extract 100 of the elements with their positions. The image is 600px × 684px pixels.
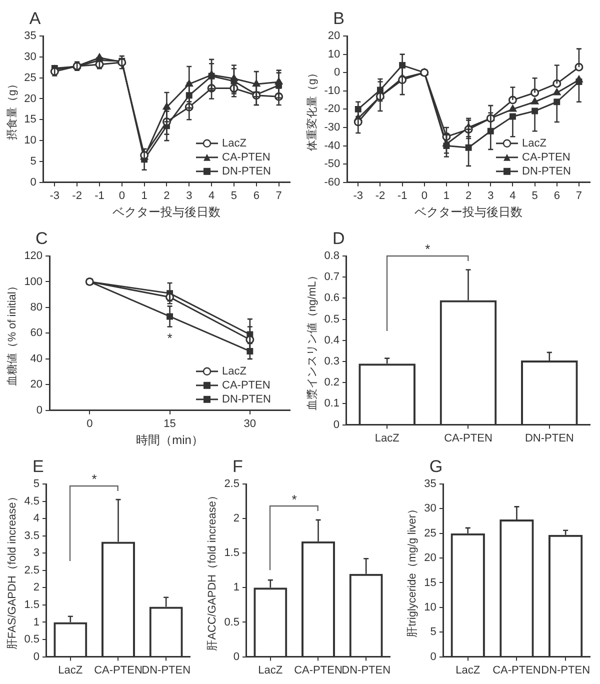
annotation: * — [167, 330, 172, 346]
x-tick-label: CA-PTEN — [492, 664, 541, 676]
y-tick-label: 5 — [430, 626, 436, 638]
y-tick-label: 5 — [30, 156, 36, 168]
y-tick-label: 3.5 — [24, 530, 40, 542]
y-tick-label: -50 — [324, 158, 340, 170]
x-tick-label: LacZ — [258, 664, 283, 676]
y-tick-label: 20 — [328, 30, 340, 42]
legend-label: LacZ — [222, 137, 247, 150]
x-tick-label: -2 — [375, 190, 386, 202]
x-tick-label: DN-PTEN — [524, 432, 574, 444]
x-tick-label: CA-PTEN — [94, 664, 142, 676]
y-tick-label: 40 — [30, 352, 43, 365]
y-tick-label: 0.1 — [324, 398, 340, 410]
y-tick-label: 4 — [33, 512, 40, 525]
y-tick-label: 30 — [24, 50, 36, 63]
x-tick-label: 2 — [465, 190, 472, 202]
y-tick-label: 10 — [424, 601, 436, 614]
y-tick-label: 0.5 — [324, 313, 340, 326]
y-tick-label: 0.5 — [224, 616, 240, 628]
y-tick-label: 80 — [30, 302, 43, 314]
y-tick-label: 35 — [24, 30, 36, 42]
x-tick-label: DN-PTEN — [342, 664, 391, 676]
y-tick-label: 2 — [233, 512, 240, 525]
y-tick-label: 4.5 — [24, 495, 40, 508]
x-tick-label: 6 — [253, 190, 260, 202]
y-tick-label: 0.4 — [324, 334, 340, 346]
y-tick-label: 120 — [24, 250, 43, 262]
legend-label: CA-PTEN — [222, 379, 270, 392]
x-tick-label: 0 — [118, 190, 125, 202]
x-tick-label: CA-PTEN — [444, 432, 492, 444]
y-tick-label: 0 — [33, 650, 40, 663]
x-tick-label: 7 — [276, 190, 282, 202]
legend-label: DN-PTEN — [522, 165, 571, 178]
y-tick-label: 2 — [33, 582, 40, 594]
y-tick-label: 20 — [30, 378, 43, 391]
x-tick-label: LacZ — [58, 664, 83, 676]
y-tick-label: 0.5 — [24, 634, 40, 646]
legend-label: CA-PTEN — [522, 151, 570, 164]
legend-label: CA-PTEN — [222, 151, 270, 164]
x-tick-label: 15 — [164, 418, 176, 430]
annotation: * — [425, 242, 430, 257]
x-tick-label: -3 — [353, 190, 364, 202]
x-tick-label: -3 — [50, 190, 60, 202]
y-tick-label: 2.5 — [224, 478, 240, 490]
x-tick-label: 1 — [141, 190, 148, 202]
x-axis-title: ベクター投与後日数 — [414, 205, 523, 220]
chart-title: B — [333, 9, 344, 28]
x-tick-label: 1 — [443, 190, 450, 202]
y-tick-label: 35 — [424, 478, 436, 490]
y-axis-title: 血糖値（% of initial） — [6, 280, 19, 386]
annotation: * — [292, 492, 297, 507]
y-tick-label: 2.5 — [24, 564, 40, 576]
y-tick-label: 0 — [334, 66, 340, 79]
y-tick-label: 100 — [24, 276, 43, 288]
annotation: * — [92, 472, 97, 487]
chart-title: D — [332, 229, 345, 248]
y-tick-label: 10 — [24, 134, 36, 147]
y-tick-label: 3 — [33, 547, 40, 560]
y-tick-label: 0 — [430, 650, 436, 663]
x-tick-label: 6 — [554, 190, 560, 202]
x-tick-label: 0 — [86, 418, 93, 430]
y-tick-label: 1.5 — [24, 598, 40, 611]
chart-title: A — [29, 9, 42, 28]
y-tick-label: 0 — [30, 176, 36, 188]
chart-title: C — [36, 229, 48, 248]
y-tick-label: 30 — [424, 502, 436, 515]
x-tick-label: -1 — [397, 190, 408, 202]
x-tick-label: 5 — [532, 190, 538, 202]
x-axis-title: ベクター投与後日数 — [112, 205, 221, 220]
y-tick-label: -20 — [324, 103, 340, 116]
x-axis-title: 時間（min） — [136, 433, 204, 448]
chart-title: F — [232, 457, 243, 476]
y-axis-title: 肝FAS/GAPDH（fold increase） — [6, 491, 19, 650]
x-tick-label: -2 — [72, 190, 82, 202]
y-tick-label: -40 — [324, 140, 340, 152]
y-tick-label: 0.7 — [324, 271, 340, 284]
x-tick-label: 30 — [244, 418, 256, 430]
x-tick-label: LacZ — [374, 432, 400, 444]
legend-label: LacZ — [222, 365, 247, 378]
y-tick-label: 5 — [33, 478, 40, 490]
y-tick-label: -30 — [324, 122, 340, 134]
y-tick-label: -10 — [324, 84, 340, 97]
x-tick-label: -1 — [94, 190, 104, 202]
y-tick-label: 25 — [424, 527, 436, 540]
y-tick-label: 15 — [24, 114, 36, 126]
y-tick-label: 60 — [30, 327, 43, 340]
y-tick-label: 1 — [233, 582, 240, 594]
legend-label: LacZ — [522, 137, 547, 150]
y-tick-label: 1 — [33, 616, 40, 628]
y-axis-title: 摂食量（g） — [6, 78, 19, 140]
y-tick-label: 15 — [424, 576, 436, 589]
y-tick-label: 0 — [36, 404, 43, 416]
y-axis-title: 体重変化量（g） — [306, 68, 319, 151]
y-axis-title: 血漿インスリン値（ng/mL） — [306, 270, 319, 411]
y-tick-label: 0.3 — [324, 356, 340, 368]
x-tick-label: 7 — [576, 190, 582, 202]
x-tick-label: DN-PTEN — [541, 664, 590, 676]
y-tick-label: 1.5 — [224, 547, 240, 560]
y-tick-label: 0.8 — [324, 250, 340, 262]
